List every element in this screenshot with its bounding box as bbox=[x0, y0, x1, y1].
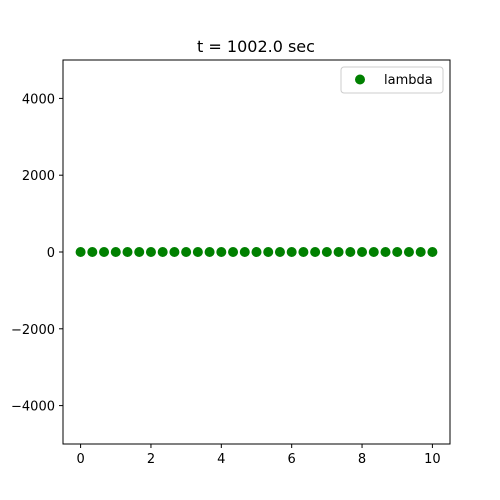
data-point bbox=[392, 247, 402, 257]
data-point bbox=[99, 247, 109, 257]
data-point bbox=[345, 247, 355, 257]
data-point bbox=[181, 247, 191, 257]
x-axis: 0 2 4 6 8 10 bbox=[76, 444, 440, 467]
data-point bbox=[381, 247, 391, 257]
data-point bbox=[146, 247, 156, 257]
data-point bbox=[416, 247, 426, 257]
chart-title: t = 1002.0 sec bbox=[197, 37, 315, 56]
data-point bbox=[404, 247, 414, 257]
x-tick-label: 0 bbox=[76, 452, 84, 467]
data-point bbox=[322, 247, 332, 257]
x-tick-label: 6 bbox=[288, 452, 296, 467]
legend: lambda bbox=[341, 67, 443, 93]
y-tick-label: −2000 bbox=[11, 323, 55, 338]
x-tick-label: 10 bbox=[424, 452, 441, 467]
data-point bbox=[287, 247, 297, 257]
y-tick-label: 2000 bbox=[22, 169, 55, 184]
data-point bbox=[427, 247, 437, 257]
data-point bbox=[334, 247, 344, 257]
y-axis: 4000 2000 0 −2000 −4000 bbox=[11, 92, 63, 414]
x-tick-label: 4 bbox=[217, 452, 225, 467]
data-point bbox=[205, 247, 215, 257]
data-point bbox=[87, 247, 97, 257]
x-tick-label: 2 bbox=[147, 452, 155, 467]
data-point bbox=[252, 247, 262, 257]
y-tick-label: 4000 bbox=[22, 92, 55, 107]
data-point bbox=[298, 247, 308, 257]
x-tick-label: 8 bbox=[358, 452, 366, 467]
data-point bbox=[193, 247, 203, 257]
data-point bbox=[228, 247, 238, 257]
data-point bbox=[122, 247, 132, 257]
legend-marker-lambda bbox=[355, 75, 365, 85]
data-point bbox=[369, 247, 379, 257]
data-point bbox=[158, 247, 168, 257]
y-tick-label: −4000 bbox=[11, 400, 55, 415]
data-points bbox=[76, 247, 438, 257]
data-point bbox=[134, 247, 144, 257]
data-point bbox=[240, 247, 250, 257]
data-point bbox=[111, 247, 121, 257]
data-point bbox=[263, 247, 273, 257]
data-point bbox=[76, 247, 86, 257]
data-point bbox=[275, 247, 285, 257]
y-tick-label: 0 bbox=[47, 246, 55, 261]
data-point bbox=[357, 247, 367, 257]
legend-label-lambda: lambda bbox=[384, 73, 433, 88]
data-point bbox=[169, 247, 179, 257]
data-point bbox=[310, 247, 320, 257]
data-point bbox=[216, 247, 226, 257]
